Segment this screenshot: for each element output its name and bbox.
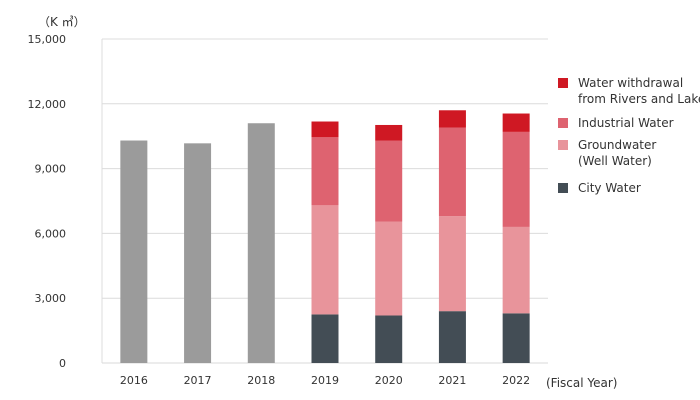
bar-segment-2019-s1 <box>311 205 339 315</box>
bar-segment-2022-s2 <box>502 131 530 227</box>
bar-segment-2022-s3 <box>502 113 530 132</box>
bar-segment-2022-s0 <box>502 313 530 363</box>
x-tick-label: 2021 <box>438 374 466 387</box>
bar-segment-2021-s0 <box>438 311 466 363</box>
x-tick-label: 2019 <box>311 374 339 387</box>
bar-segment-2020-s3 <box>375 124 403 141</box>
x-tick-label: 2020 <box>375 374 403 387</box>
bar-segment-2021-s3 <box>438 110 466 128</box>
bar-total-2016 <box>120 140 148 363</box>
bar-segment-2020-s2 <box>375 140 403 222</box>
y-tick-label: 9,000 <box>35 163 67 176</box>
y-axis-ticks: 15,000 12,000 9,000 6,000 3,000 0 <box>28 33 67 370</box>
x-tick-label: 2018 <box>247 374 275 387</box>
bar-segment-2022-s1 <box>502 226 530 314</box>
bar-total-2018 <box>247 123 275 364</box>
x-tick-label: 2022 <box>502 374 530 387</box>
legend-label: Industrial Water <box>578 116 674 130</box>
bar-segment-2020-s1 <box>375 221 403 316</box>
x-tick-label: 2017 <box>184 374 212 387</box>
bar-segment-2020-s0 <box>375 315 403 363</box>
legend-swatch <box>558 118 568 128</box>
legend-swatch <box>558 183 568 193</box>
x-axis-label: (Fiscal Year) <box>546 376 617 390</box>
bar-total-2017 <box>184 143 212 363</box>
legend-swatch <box>558 78 568 88</box>
bar-segment-2019-s0 <box>311 314 339 363</box>
legend-label: Water withdrawal from Rivers and Lakes <box>578 76 700 106</box>
legend-swatch <box>558 140 568 150</box>
y-tick-label: 15,000 <box>28 33 67 46</box>
bars <box>120 110 530 364</box>
bar-segment-2021-s1 <box>438 216 466 312</box>
y-tick-label: 3,000 <box>35 292 67 305</box>
x-tick-label: 2016 <box>120 374 148 387</box>
bar-segment-2019-s3 <box>311 121 339 138</box>
y-tick-label: 12,000 <box>28 98 67 111</box>
legend-label: City Water <box>578 181 641 195</box>
bar-segment-2021-s2 <box>438 127 466 217</box>
y-axis-unit-label: （K ㎥） <box>38 15 86 29</box>
y-tick-label: 6,000 <box>35 227 67 240</box>
legend: Water withdrawal from Rivers and Lakes Ind… <box>558 76 700 195</box>
legend-label: Groundwater (Well Water) <box>578 138 656 168</box>
y-tick-label: 0 <box>59 357 66 370</box>
bar-segment-2019-s2 <box>311 137 339 206</box>
x-axis-ticks: 2016 2017 2018 2019 2020 2021 2022 <box>120 374 530 387</box>
